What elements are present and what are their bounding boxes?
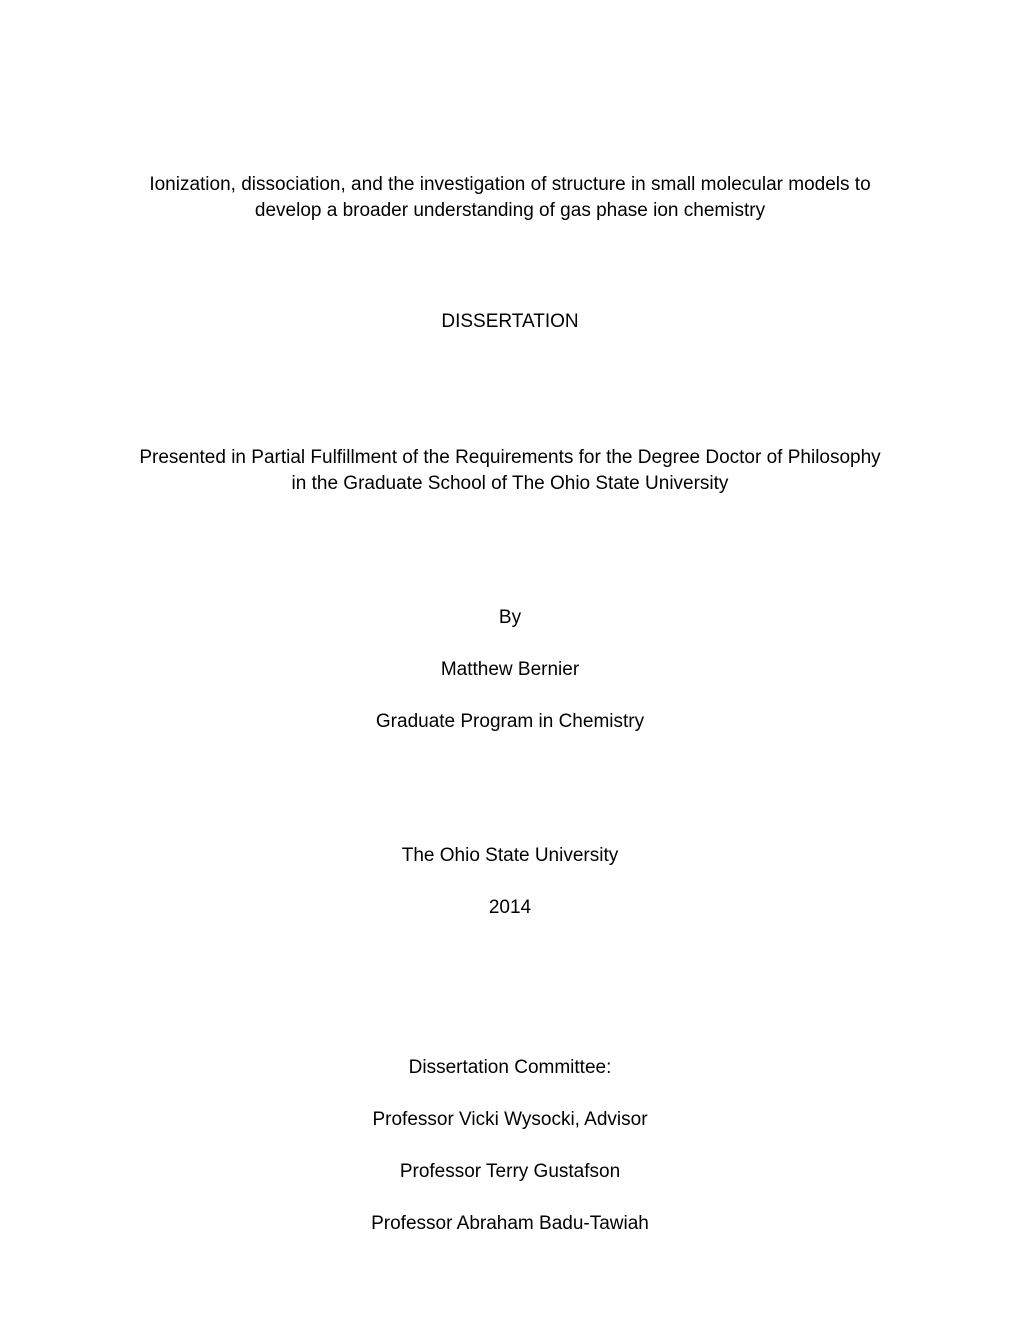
committee-header: Dissertation Committee: [130, 1057, 890, 1079]
committee-member: Professor Terry Gustafson [130, 1161, 890, 1183]
author-name: Matthew Bernier [130, 659, 890, 681]
committee-member: Professor Vicki Wysocki, Advisor [130, 1109, 890, 1131]
year: 2014 [130, 897, 890, 919]
university-name: The Ohio State University [130, 845, 890, 867]
committee-member: Professor Abraham Badu-Tawiah [130, 1213, 890, 1235]
title-page: Ionization, dissociation, and the invest… [0, 0, 1020, 1320]
by-label: By [130, 607, 890, 629]
document-type: DISSERTATION [130, 311, 890, 333]
fulfillment-statement: Presented in Partial Fulfillment of the … [130, 445, 890, 496]
dissertation-title: Ionization, dissociation, and the invest… [130, 172, 890, 223]
graduate-program: Graduate Program in Chemistry [130, 711, 890, 733]
